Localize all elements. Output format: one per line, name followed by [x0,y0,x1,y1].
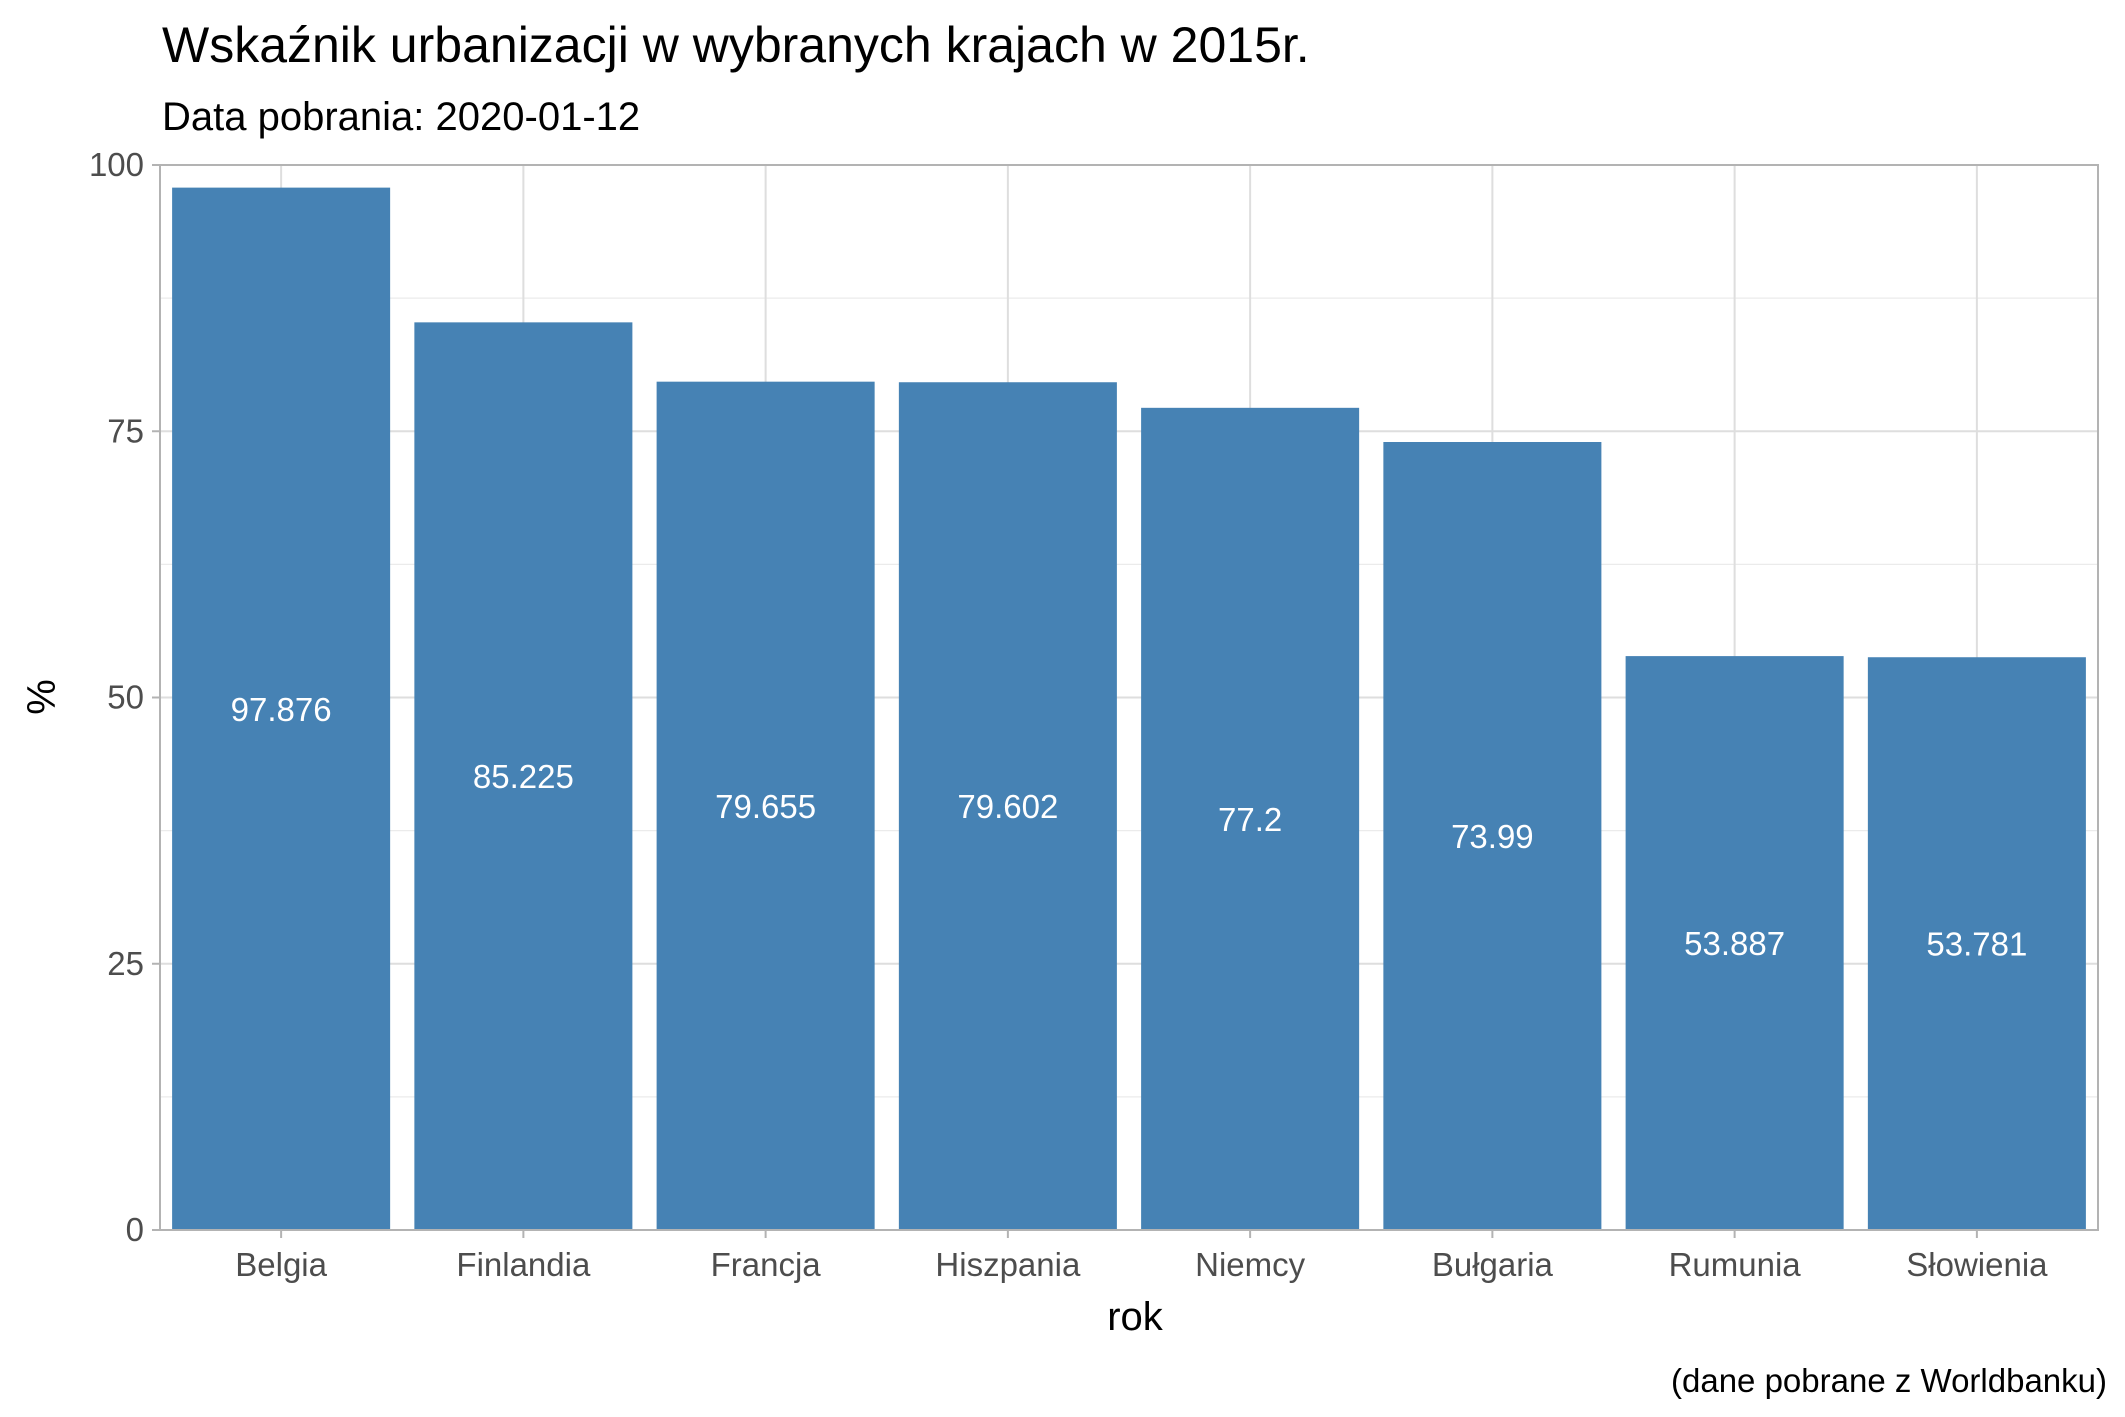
y-tick-label: 0 [126,1211,144,1248]
x-tick-label: Francja [711,1246,822,1283]
x-tick-label: Słowienia [1906,1246,2048,1283]
bar-value-label: 79.602 [957,788,1058,825]
chart-title: Wskaźnik urbanizacji w wybranych krajach… [162,17,1310,73]
bar-value-label: 53.887 [1684,925,1785,962]
x-axis: Belgia Finlandia Francja Hiszpania Niemcy Buł… [235,1230,2048,1283]
bar-value-label: 79.655 [715,788,816,825]
bar-value-label: 53.781 [1926,926,2027,963]
bar [1383,442,1602,1231]
bar-value-label: 73.99 [1451,818,1534,855]
bar-value-label: 85.225 [473,758,574,795]
bar [898,382,1117,1230]
bar-value-label: 77.2 [1218,801,1282,838]
x-axis-title: rok [1107,1295,1164,1339]
bars [172,187,2086,1231]
x-tick-label: Niemcy [1195,1246,1306,1283]
x-tick-label: Rumunia [1669,1246,1802,1283]
x-tick-label: Finlandia [456,1246,591,1283]
chart-subtitle: Data pobrania: 2020-01-12 [162,95,640,139]
y-axis-title: % [20,679,64,715]
bar [414,322,633,1230]
x-tick-label: Bułgaria [1432,1246,1554,1283]
y-tick-label: 25 [107,945,144,982]
bar [1867,657,2086,1230]
bar [1625,656,1844,1230]
bar-labels: 97.876 85.225 79.655 79.602 77.2 73.99 53.887 5… [231,691,2028,963]
y-tick-label: 75 [107,412,144,449]
y-tick-label: 100 [89,146,144,183]
bar-value-label: 97.876 [231,691,332,728]
x-tick-label: Hiszpania [935,1246,1081,1283]
bar [656,381,875,1230]
bar [172,187,391,1230]
y-axis: 0 25 50 75 100 [89,146,160,1248]
y-tick-label: 50 [107,679,144,716]
bar [1141,407,1360,1230]
plot-area: 97.876 85.225 79.655 79.602 77.2 73.99 53.887 5… [159,164,2099,1231]
chart-caption: (dane pobrane z Worldbanku) [1671,1362,2107,1399]
x-tick-label: Belgia [235,1246,327,1283]
